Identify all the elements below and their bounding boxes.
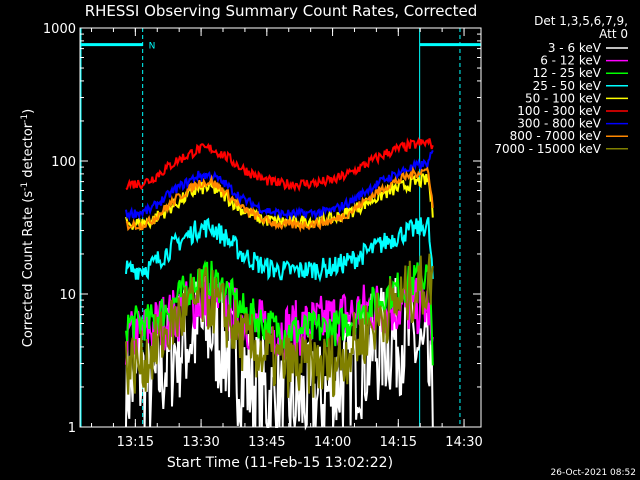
y-axis-label-end: ) [21,109,36,114]
series-5-line [125,173,434,231]
series-layer [125,136,434,431]
legend-label-5: 50 - 100 keV [525,91,602,105]
x-tick-label-4: 14:15 [380,435,417,450]
series-4-line [125,216,434,283]
legend-label-8: 800 - 7000 keV [510,129,602,143]
series-8-line [125,165,434,233]
y-tick-label-3: 1000 [43,22,76,37]
x-tick-label-2: 13:45 [248,435,285,450]
y-axis-label-sup2: -1 [20,114,30,123]
x-axis-ticks: 13:15 13:30 13:45 14:00 14:15 14:30 [91,28,483,450]
legend-label-7: 300 - 800 keV [517,117,601,131]
y-tick-label-0: 1 [68,421,76,436]
legend-label-9: 7000 - 15000 keV [494,142,601,156]
night-flag-label: N [149,42,156,52]
legend-label-4: 25 - 50 keV [533,79,602,93]
x-axis-label: Start Time (11-Feb-15 13:02:22) [167,455,393,471]
y-tick-label-1: 10 [59,288,76,303]
x-tick-label-3: 14:00 [314,435,351,450]
x-tick-label-5: 14:30 [445,435,482,450]
legend-header-line1: Det 1,3,5,6,7,9, [534,14,628,28]
series-6-line [125,136,434,193]
legend-header-line2: Att 0 [599,27,628,41]
series-7-line [125,149,434,222]
y-axis-label-main: Corrected Count Rate (s [21,191,36,348]
y-axis-label-mid: detector [21,122,36,182]
legend-label-1: 3 - 6 keV [548,41,602,55]
legend-label-3: 12 - 25 keV [533,66,602,80]
y-axis-label: Corrected Count Rate (s-1 detector-1) [20,109,36,347]
y-axis-label-sup1: -1 [20,182,30,191]
y-tick-label-2: 100 [51,155,76,170]
y-axis-ticks: 1 10 100 1000 [43,22,481,436]
series-3-line [125,259,434,366]
plot-frame [79,27,482,428]
legend-label-6: 100 - 300 keV [517,104,601,118]
series-9-line [125,253,434,398]
chart-title: RHESSI Observing Summary Count Rates, Co… [85,2,478,20]
legend-label-2: 6 - 12 keV [540,54,602,68]
x-tick-label-0: 13:15 [117,435,154,450]
timestamp: 26-Oct-2021 08:52 [551,468,636,478]
x-tick-label-1: 13:30 [182,435,219,450]
